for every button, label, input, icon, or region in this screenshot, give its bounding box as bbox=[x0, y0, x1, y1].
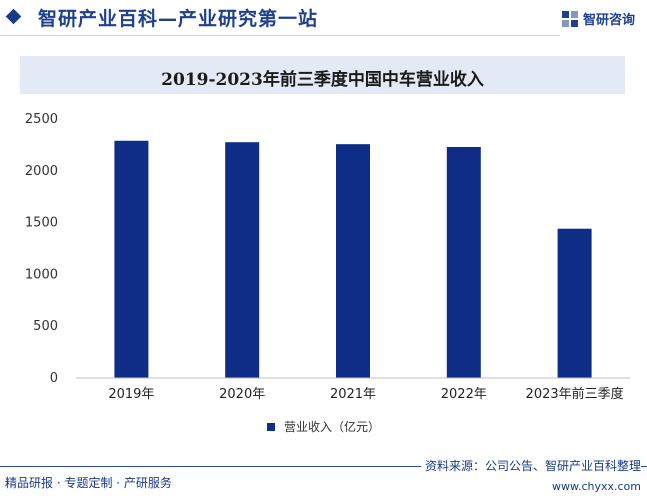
legend-label: 营业收入（亿元） bbox=[284, 420, 381, 434]
y-axis: 0 500 1000 1500 2000 2500 bbox=[25, 112, 58, 386]
chart-title: 2019-2023年前三季度中国中车营业收入 bbox=[161, 70, 484, 90]
header-title: 智研产业百科—产业研究第一站 bbox=[38, 8, 319, 30]
chart-title-band: 2019-2023年前三季度中国中车营业收入 bbox=[20, 56, 625, 94]
zhiyan-logo-icon bbox=[561, 10, 578, 27]
y-tick-label: 1000 bbox=[25, 267, 58, 282]
x-tick-label: 2022年 bbox=[441, 387, 487, 402]
y-tick-label: 2500 bbox=[25, 112, 58, 127]
footer-url[interactable]: www.chyxx.com bbox=[551, 480, 641, 493]
header-divider bbox=[0, 35, 560, 36]
brand-name: 智研咨询 bbox=[582, 13, 635, 28]
footer-services: 精品研报 · 专题定制 · 产研服务 bbox=[5, 476, 172, 490]
bar bbox=[446, 146, 481, 378]
y-tick-label: 500 bbox=[33, 319, 58, 334]
bar bbox=[336, 144, 370, 378]
bar bbox=[557, 228, 592, 378]
x-tick-label: 2021年 bbox=[330, 387, 376, 402]
y-tick-label: 1500 bbox=[25, 216, 58, 231]
x-tick-label: 2019年 bbox=[108, 387, 154, 402]
x-axis: 2019年 2020年 2021年 2022年 2023年前三季度 bbox=[76, 377, 630, 402]
footer-divider bbox=[0, 466, 647, 467]
bars bbox=[114, 140, 592, 378]
bar-chart: 0 500 1000 1500 2000 2500 2019年 2020年 2021年 2022… bbox=[25, 112, 630, 402]
brand[interactable]: 智研咨询 bbox=[561, 9, 635, 28]
bar bbox=[114, 140, 149, 378]
footer-source: 资料来源：公司公告、智研产业百科整理 bbox=[420, 457, 641, 474]
x-tick-label: 2020年 bbox=[219, 387, 265, 402]
y-tick-label: 0 bbox=[50, 371, 58, 386]
legend: 营业收入（亿元） bbox=[0, 416, 647, 435]
x-tick-label: 2023年前三季度 bbox=[526, 386, 624, 402]
bar bbox=[225, 142, 260, 378]
legend-swatch bbox=[266, 422, 275, 431]
y-tick-label: 2000 bbox=[25, 164, 58, 179]
page-header: 智研产业百科—产业研究第一站 智研咨询 bbox=[0, 0, 647, 38]
